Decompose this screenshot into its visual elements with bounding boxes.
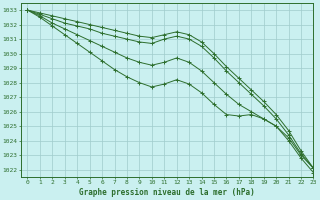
X-axis label: Graphe pression niveau de la mer (hPa): Graphe pression niveau de la mer (hPa) xyxy=(79,188,255,197)
